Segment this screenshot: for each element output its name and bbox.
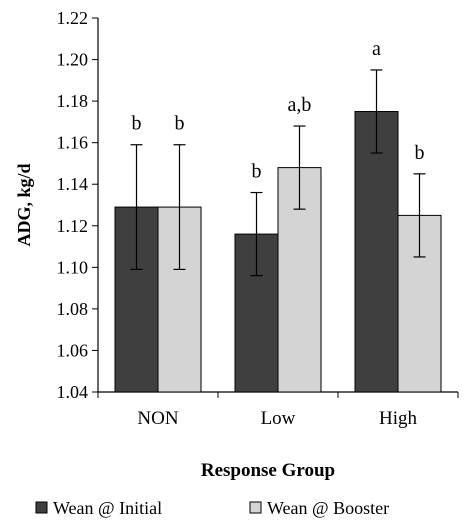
- significance-label: b: [132, 113, 142, 135]
- significance-label: b: [415, 142, 425, 164]
- significance-label: b: [175, 113, 185, 135]
- legend: Wean @ Initial Wean @ Booster: [35, 498, 389, 518]
- y-tick-label: 1.06: [57, 340, 89, 360]
- bar-wean-initial: [354, 111, 399, 393]
- x-axis-title: Response Group: [201, 460, 335, 481]
- bars: [114, 111, 442, 393]
- significance-label: b: [252, 161, 262, 183]
- legend-label: Wean @ Initial: [53, 498, 162, 518]
- y-tick-label: 1.14: [57, 174, 89, 194]
- y-axis-title: ADG, kg/d: [14, 163, 34, 246]
- significance-labels: b b b a,b a b: [132, 38, 425, 183]
- y-tick-label: 1.20: [57, 50, 89, 70]
- error-bars: [130, 69, 426, 277]
- y-tick-label: 1.08: [57, 299, 89, 319]
- bar-wean-initial: [234, 233, 279, 393]
- y-tick-label: 1.10: [57, 257, 89, 277]
- y-tick-label: 1.12: [57, 216, 89, 236]
- significance-label: a,b: [288, 94, 312, 116]
- legend-label: Wean @ Booster: [267, 498, 389, 518]
- legend-swatch: [35, 501, 48, 514]
- bar-wean-initial: [114, 206, 159, 393]
- y-tick-label: 1.04: [57, 382, 89, 402]
- x-category-label: High: [379, 408, 418, 429]
- x-category-label: Low: [261, 408, 296, 429]
- y-tick-label: 1.16: [57, 133, 89, 153]
- x-category-label: NON: [137, 408, 178, 429]
- x-axis-category-labels: NON Low High: [137, 408, 417, 429]
- significance-label: a: [372, 38, 381, 60]
- y-tick-label: 1.18: [57, 91, 89, 111]
- y-axis-ticks: 1.04 1.06 1.08 1.10 1.12 1.14 1.16 1.18 1.20 1.22: [57, 8, 98, 402]
- legend-swatch: [249, 501, 262, 514]
- y-tick-label: 1.22: [57, 8, 89, 28]
